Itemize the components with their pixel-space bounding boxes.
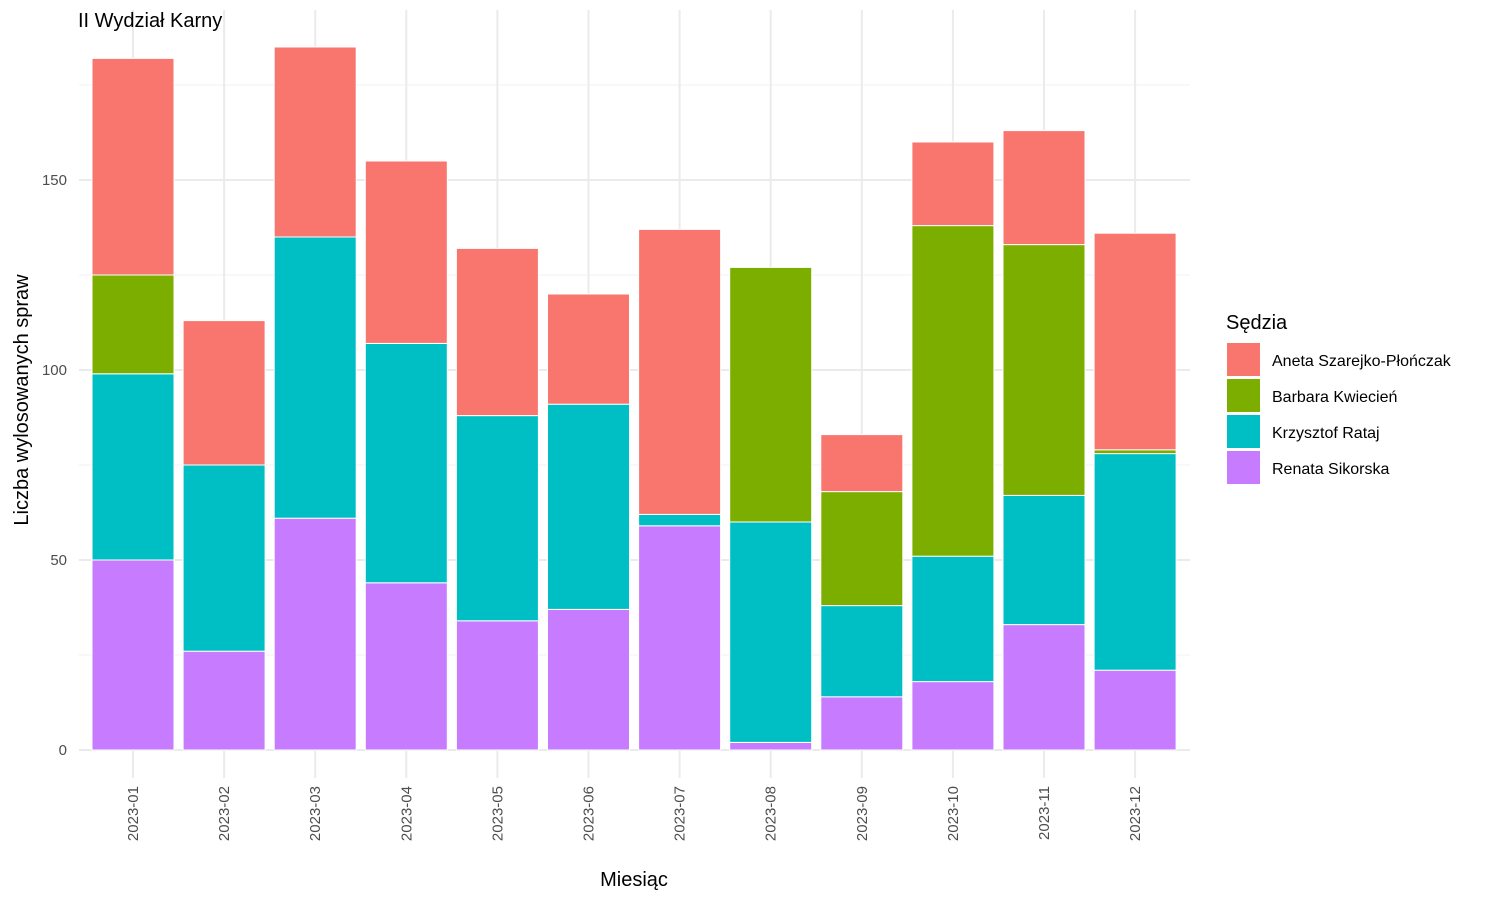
legend-swatch [1227,451,1260,484]
x-tick-label: 2023-02 [216,786,233,841]
bar-segment [1093,669,1177,751]
x-tick-label: 2023-04 [398,786,415,841]
x-tick-label: 2023-06 [581,786,598,841]
bar-segment [911,141,995,227]
legend-title: Sędzia [1226,312,1288,334]
bar-segment [1002,244,1086,496]
bar-segment [638,513,722,527]
bar-segment [729,521,813,743]
bar-segment [455,247,539,417]
bar-segment [638,525,722,751]
x-tick-label: 2023-12 [1127,786,1144,841]
bar-segment [182,650,266,751]
bar-segment [182,464,266,652]
bar-segment [1002,624,1086,751]
bar-segment [547,608,630,751]
bar-segment [820,434,904,493]
bar-segment [911,225,995,557]
y-tick-label: 50 [50,552,67,569]
bar-segment [911,555,995,683]
bar-segment [91,373,175,561]
x-tick-label: 2023-09 [854,786,871,841]
bar-segment [364,582,448,751]
bar-segment [911,681,995,751]
bar-segment [820,605,904,698]
bar-segment [1093,232,1177,451]
bar-segment [638,228,722,515]
bar-segment [455,620,539,751]
legend-label: Aneta Szarejko-Płończak [1272,353,1452,370]
bar-segment [1002,130,1086,246]
bar-segment [1002,494,1086,626]
x-axis-title: Miesiąc [600,869,668,891]
legend-label: Krzysztof Rataj [1272,425,1380,442]
bar-segment [1093,449,1177,455]
bar-segment [729,266,813,523]
bars [91,46,1177,751]
legend-swatch [1227,379,1260,412]
bar-segment [273,517,357,751]
y-axis-title: Liczba wylosowanych spraw [11,274,33,526]
bar-segment [1093,453,1177,671]
legend-label: Renata Sikorska [1272,461,1389,478]
x-tick-label: 2023-07 [672,786,689,841]
bar-segment [455,415,539,622]
bar-segment [820,491,904,607]
x-tick-label: 2023-11 [1036,786,1053,840]
bar-segment [364,160,448,344]
y-tick-label: 150 [42,172,67,189]
legend: Sędzia Aneta Szarejko-Płończak Barbara Kw… [1226,312,1452,484]
bar-segment [91,57,175,276]
bar-segment [729,741,813,751]
y-tick-label: 100 [42,362,67,379]
bar-segment [182,320,266,466]
x-axis-ticks: 2023-01 2023-02 2023-03 2023-04 2023-05 2023-… [125,786,1144,841]
y-tick-label: 0 [59,742,67,759]
x-tick-label: 2023-03 [307,786,324,841]
y-axis-ticks: 0 50 100 150 [42,172,67,759]
bar-segment [273,46,357,238]
x-tick-label: 2023-01 [125,786,142,841]
bar-segment [91,274,175,375]
bar-segment [547,293,630,405]
bar-segment [820,696,904,751]
x-tick-label: 2023-10 [945,786,962,841]
chart-title: II Wydział Karny [78,10,222,32]
x-tick-label: 2023-08 [763,786,780,841]
legend-swatch [1227,415,1260,448]
legend-swatch [1227,343,1260,376]
bar-segment [91,559,175,751]
bar-segment [364,342,448,584]
bar-segment [273,236,357,519]
bar-segment [547,403,630,610]
x-tick-label: 2023-05 [489,786,506,841]
legend-label: Barbara Kwiecień [1272,389,1397,406]
